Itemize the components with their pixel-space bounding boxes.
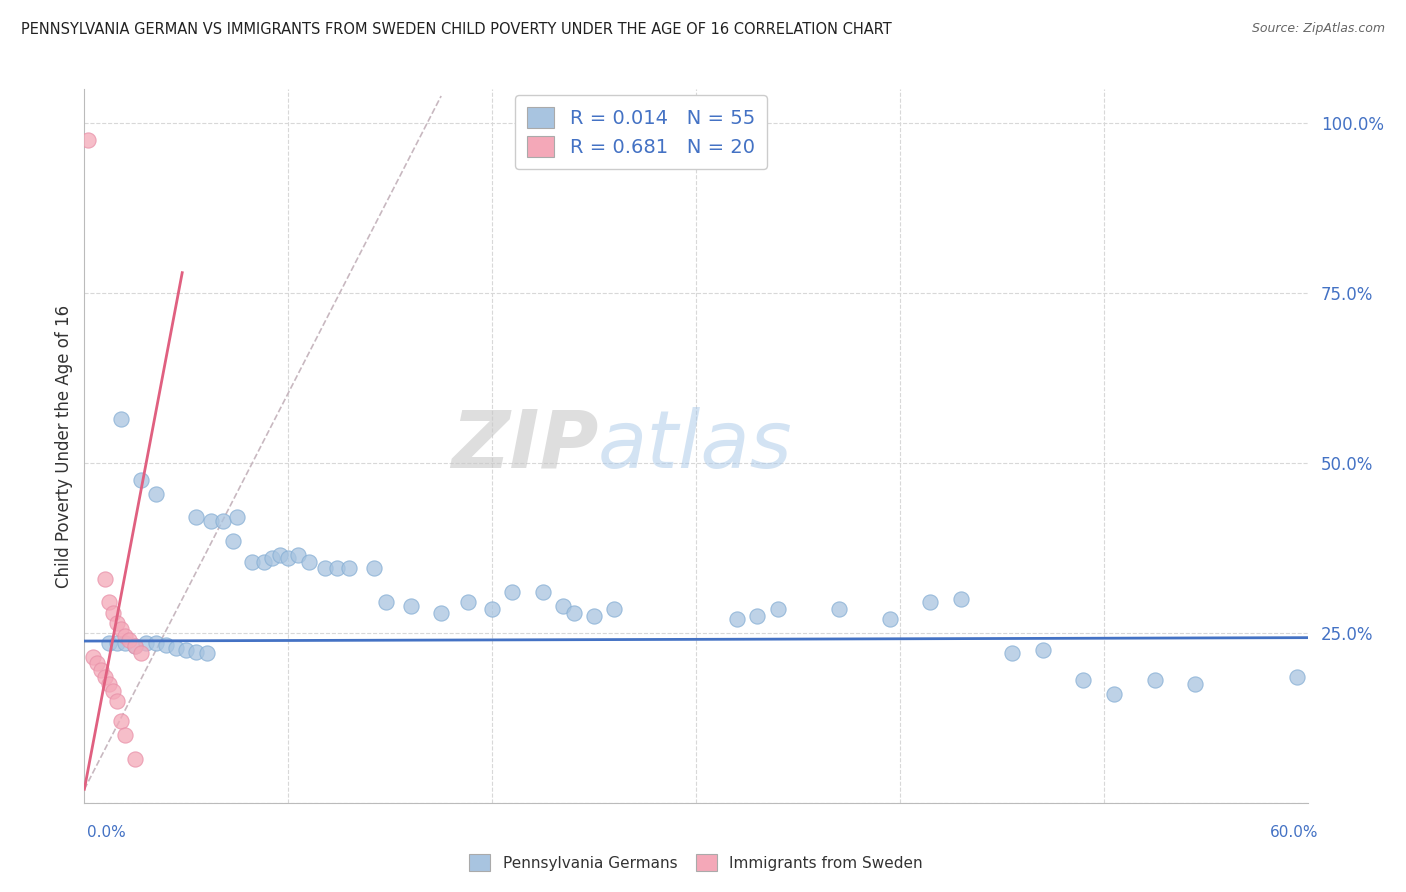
Point bbox=[77, 133, 100, 147]
Point bbox=[97, 677, 120, 691]
Point bbox=[326, 561, 349, 575]
Point bbox=[124, 640, 146, 654]
Point bbox=[135, 636, 157, 650]
Point bbox=[1032, 643, 1054, 657]
Point bbox=[110, 623, 132, 637]
Point bbox=[399, 599, 422, 613]
Point bbox=[131, 646, 153, 660]
Point bbox=[531, 585, 554, 599]
Point bbox=[363, 561, 385, 575]
Point bbox=[101, 606, 124, 620]
Point bbox=[124, 640, 146, 654]
Point bbox=[110, 412, 132, 426]
Point bbox=[298, 555, 321, 569]
Point bbox=[114, 728, 136, 742]
Text: 0.0%: 0.0% bbox=[87, 825, 127, 840]
Text: PENNSYLVANIA GERMAN VS IMMIGRANTS FROM SWEDEN CHILD POVERTY UNDER THE AGE OF 16 : PENNSYLVANIA GERMAN VS IMMIGRANTS FROM S… bbox=[21, 22, 891, 37]
Point bbox=[82, 649, 104, 664]
Point bbox=[1071, 673, 1094, 688]
Point bbox=[155, 638, 177, 652]
Point bbox=[457, 595, 479, 609]
Point bbox=[827, 602, 849, 616]
Point bbox=[1143, 673, 1166, 688]
Point bbox=[145, 486, 167, 500]
Point bbox=[269, 548, 291, 562]
Point bbox=[145, 636, 167, 650]
Point bbox=[950, 591, 973, 606]
Point bbox=[766, 602, 789, 616]
Legend: Pennsylvania Germans, Immigrants from Sweden: Pennsylvania Germans, Immigrants from Sw… bbox=[463, 848, 929, 877]
Point bbox=[260, 551, 283, 566]
Point bbox=[1001, 646, 1024, 660]
Point bbox=[375, 595, 398, 609]
Point bbox=[1286, 670, 1309, 684]
Point bbox=[212, 514, 235, 528]
Point bbox=[195, 646, 218, 660]
Point bbox=[105, 694, 128, 708]
Text: atlas: atlas bbox=[598, 407, 793, 485]
Point bbox=[97, 636, 120, 650]
Point bbox=[253, 555, 276, 569]
Point bbox=[603, 602, 626, 616]
Point bbox=[1184, 677, 1206, 691]
Point bbox=[562, 606, 585, 620]
Y-axis label: Child Poverty Under the Age of 16: Child Poverty Under the Age of 16 bbox=[55, 304, 73, 588]
Point bbox=[1102, 687, 1125, 701]
Point bbox=[101, 683, 124, 698]
Text: ZIP: ZIP bbox=[451, 407, 598, 485]
Point bbox=[920, 595, 942, 609]
Point bbox=[339, 561, 360, 575]
Point bbox=[553, 599, 575, 613]
Point bbox=[186, 510, 208, 524]
Point bbox=[725, 612, 748, 626]
Point bbox=[200, 514, 222, 528]
Point bbox=[240, 555, 263, 569]
Text: Source: ZipAtlas.com: Source: ZipAtlas.com bbox=[1251, 22, 1385, 36]
Point bbox=[277, 551, 299, 566]
Point bbox=[105, 636, 128, 650]
Point bbox=[222, 534, 245, 549]
Point bbox=[114, 629, 136, 643]
Point bbox=[105, 615, 128, 630]
Point bbox=[747, 608, 769, 623]
Point bbox=[110, 714, 132, 729]
Point bbox=[226, 510, 249, 524]
Point bbox=[481, 602, 503, 616]
Point bbox=[118, 632, 141, 647]
Point bbox=[287, 548, 309, 562]
Point bbox=[879, 612, 901, 626]
Point bbox=[86, 657, 108, 671]
Point bbox=[93, 572, 115, 586]
Point bbox=[97, 595, 120, 609]
Point bbox=[90, 663, 112, 677]
Text: 60.0%: 60.0% bbox=[1271, 825, 1319, 840]
Point bbox=[174, 643, 197, 657]
Point bbox=[314, 561, 336, 575]
Point bbox=[131, 473, 153, 487]
Point bbox=[165, 640, 187, 655]
Point bbox=[114, 636, 136, 650]
Point bbox=[430, 606, 453, 620]
Point bbox=[186, 645, 208, 659]
Point bbox=[582, 608, 605, 623]
Point bbox=[124, 751, 146, 765]
Point bbox=[93, 670, 115, 684]
Point bbox=[501, 585, 523, 599]
